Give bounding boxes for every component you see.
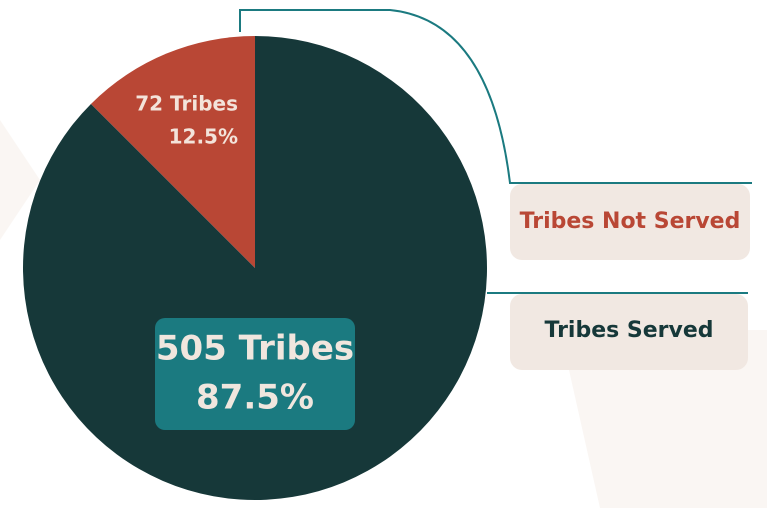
legend-label: Tribes Served (544, 318, 713, 343)
background-shape (560, 330, 767, 508)
legend-label: Tribes Not Served (520, 209, 741, 234)
pie (23, 36, 488, 500)
value-label: 87.5% (196, 378, 314, 418)
pie-slice (90, 36, 255, 268)
legend-box (510, 184, 750, 260)
connector-line (239, 9, 752, 184)
label-box (155, 318, 355, 430)
background-shape (0, 120, 40, 240)
value-label: 12.5% (169, 125, 238, 149)
pie-slice (23, 36, 488, 500)
count-label: 72 Tribes (135, 92, 238, 116)
legend-box (510, 294, 748, 370)
count-label: 505 Tribes (156, 329, 354, 369)
